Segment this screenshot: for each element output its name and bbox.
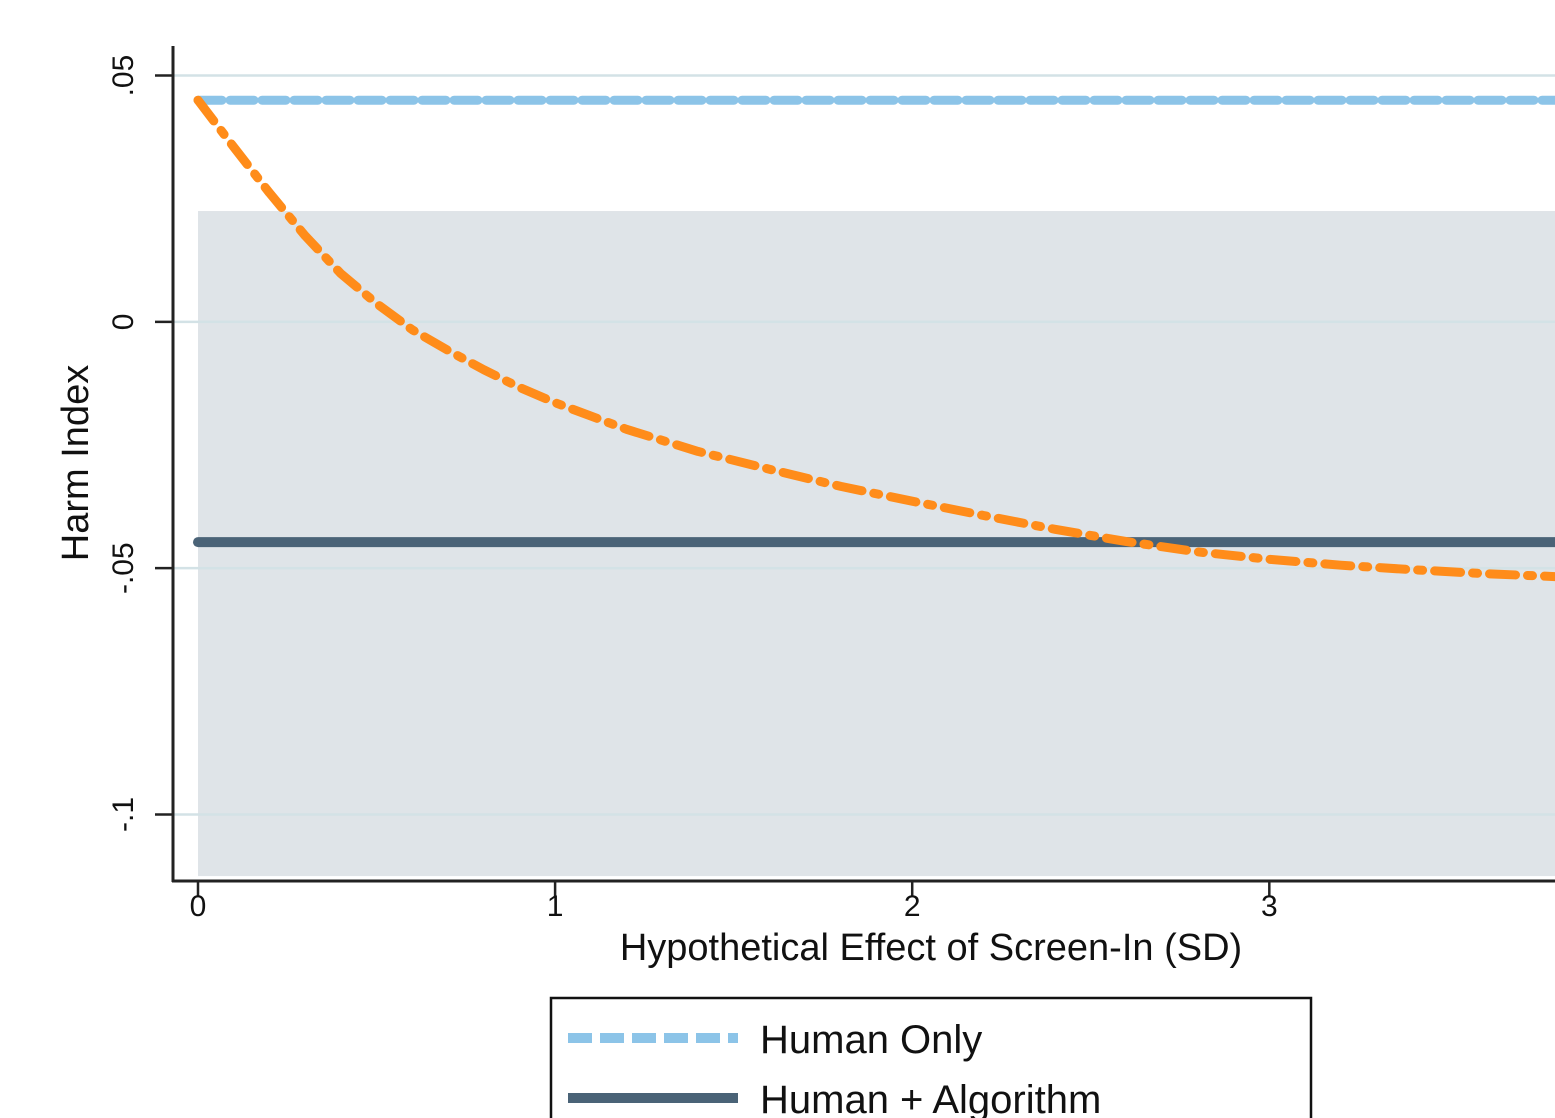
y-tick-label-1: 0 bbox=[107, 314, 140, 331]
y-axis-title: Harm Index bbox=[55, 365, 97, 561]
legend: Human Only Human + Algorithm bbox=[549, 996, 1313, 1118]
x-tick-label-1: 1 bbox=[547, 890, 564, 923]
series-layer bbox=[193, 95, 1555, 582]
legend-label-human-algorithm: Human + Algorithm bbox=[760, 1078, 1101, 1118]
y-tick-label-0: .05 bbox=[107, 55, 140, 97]
y-tick-label-3: -.1 bbox=[107, 797, 140, 832]
x-tick-label-2: 2 bbox=[904, 890, 921, 923]
x-tick-label-3: 3 bbox=[1261, 890, 1278, 923]
series-line-2 bbox=[193, 95, 1555, 582]
axis-layer: .05 0 -.05 -.1 0 1 2 3 bbox=[107, 46, 1555, 923]
y-tick-label-2: -.05 bbox=[107, 542, 140, 594]
legend-label-human-only: Human Only bbox=[760, 1018, 982, 1062]
x-tick-label-0: 0 bbox=[190, 890, 207, 923]
x-axis-title: Hypothetical Effect of Screen-In (SD) bbox=[620, 927, 1242, 969]
